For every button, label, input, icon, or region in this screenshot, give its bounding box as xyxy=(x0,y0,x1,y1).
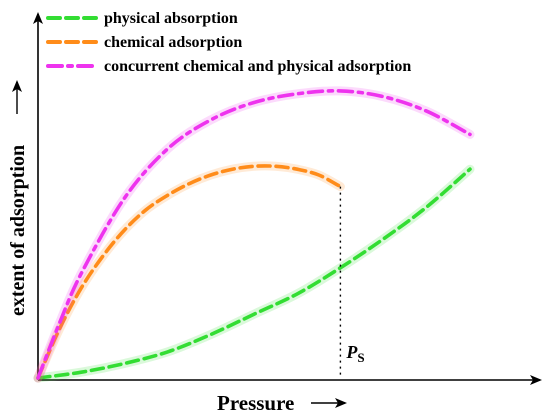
series-layer xyxy=(33,86,475,383)
series-line-concurrent xyxy=(36,89,472,380)
x-axis-label: Pressure xyxy=(217,391,294,413)
series-line-physical xyxy=(36,167,472,380)
y-axis-title: extent of adsorption xyxy=(7,80,29,316)
legend: physical absorption chemical adsorption … xyxy=(46,10,411,75)
series-glow-physical xyxy=(33,164,475,383)
y-axis-label: extent of adsorption xyxy=(7,145,29,316)
ps-label: PS xyxy=(345,342,364,365)
x-axis-title: Pressure xyxy=(217,391,347,413)
ps-label-main: P xyxy=(345,342,358,362)
annotation-layer: PS xyxy=(339,186,365,378)
ps-label-sub: S xyxy=(357,350,364,365)
legend-label-concurrent: concurrent chemical and physical adsorpt… xyxy=(104,58,411,75)
legend-label-physical: physical absorption xyxy=(104,10,238,27)
legend-item-physical: physical absorption xyxy=(46,10,238,27)
legend-item-chemical: chemical adsorption xyxy=(46,34,242,51)
legend-item-concurrent: concurrent chemical and physical adsorpt… xyxy=(46,58,411,75)
legend-label-chemical: chemical adsorption xyxy=(104,34,242,51)
series-line-chemical xyxy=(36,164,343,380)
